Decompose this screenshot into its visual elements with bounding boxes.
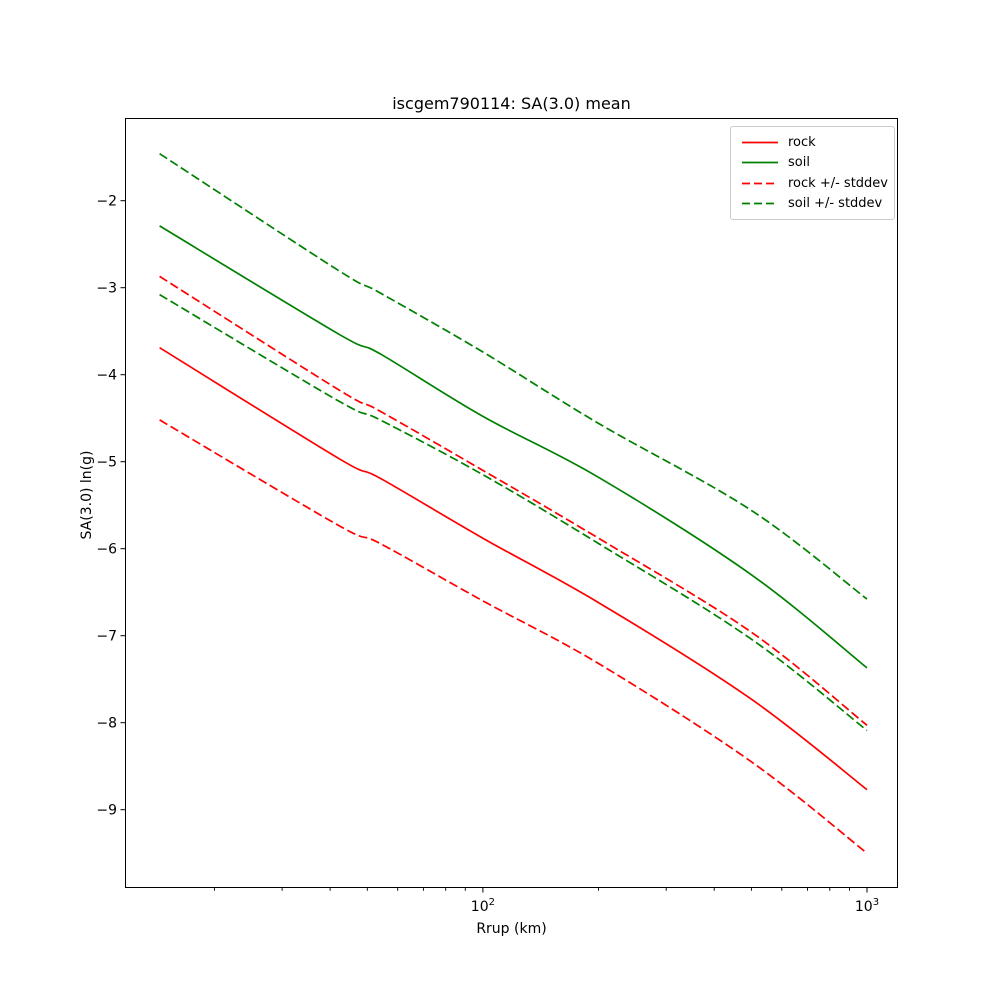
y-tick-label: −4 xyxy=(96,368,117,384)
series-line-soil xyxy=(159,225,868,669)
legend-entry: soil +/- stddev xyxy=(741,194,888,215)
y-axis-label: SA(3.0) ln(g) xyxy=(79,450,95,540)
x-tick-label: 102 xyxy=(471,897,495,915)
legend: rock soil rock +/- stddev soil +/- stddev xyxy=(730,126,895,220)
y-tick-label: −2 xyxy=(96,194,117,210)
y-tick-label: −8 xyxy=(96,716,117,732)
y-tick-label: −5 xyxy=(96,455,117,471)
axes-spines xyxy=(125,118,898,888)
legend-label: rock xyxy=(788,134,816,150)
legend-line-sample xyxy=(742,182,778,185)
legend-label: soil xyxy=(788,155,810,171)
chart-title: iscgem790114: SA(3.0) mean xyxy=(392,94,631,113)
x-axis-label: Rrup (km) xyxy=(476,921,547,937)
series-line-soil-stddev xyxy=(159,152,868,600)
y-tick-label: −9 xyxy=(96,803,117,819)
y-tick-label: −3 xyxy=(96,281,117,297)
series-line-rock xyxy=(159,346,868,791)
series-line-soil-stddev xyxy=(159,293,868,732)
series-line-rock-stddev xyxy=(159,275,868,726)
x-tick-label: 103 xyxy=(855,897,879,915)
legend-entry: rock +/- stddev xyxy=(741,173,888,194)
y-tick-label: −6 xyxy=(96,542,117,558)
series-line-rock-stddev xyxy=(159,419,868,854)
legend-entry: rock xyxy=(741,132,888,153)
legend-label: soil +/- stddev xyxy=(788,196,883,212)
legend-line-sample xyxy=(742,161,778,164)
y-tick-label: −7 xyxy=(96,629,117,645)
legend-label: rock +/- stddev xyxy=(788,175,888,191)
legend-line-sample xyxy=(742,141,778,144)
legend-entry: soil xyxy=(741,153,888,174)
legend-line-sample xyxy=(742,202,778,205)
